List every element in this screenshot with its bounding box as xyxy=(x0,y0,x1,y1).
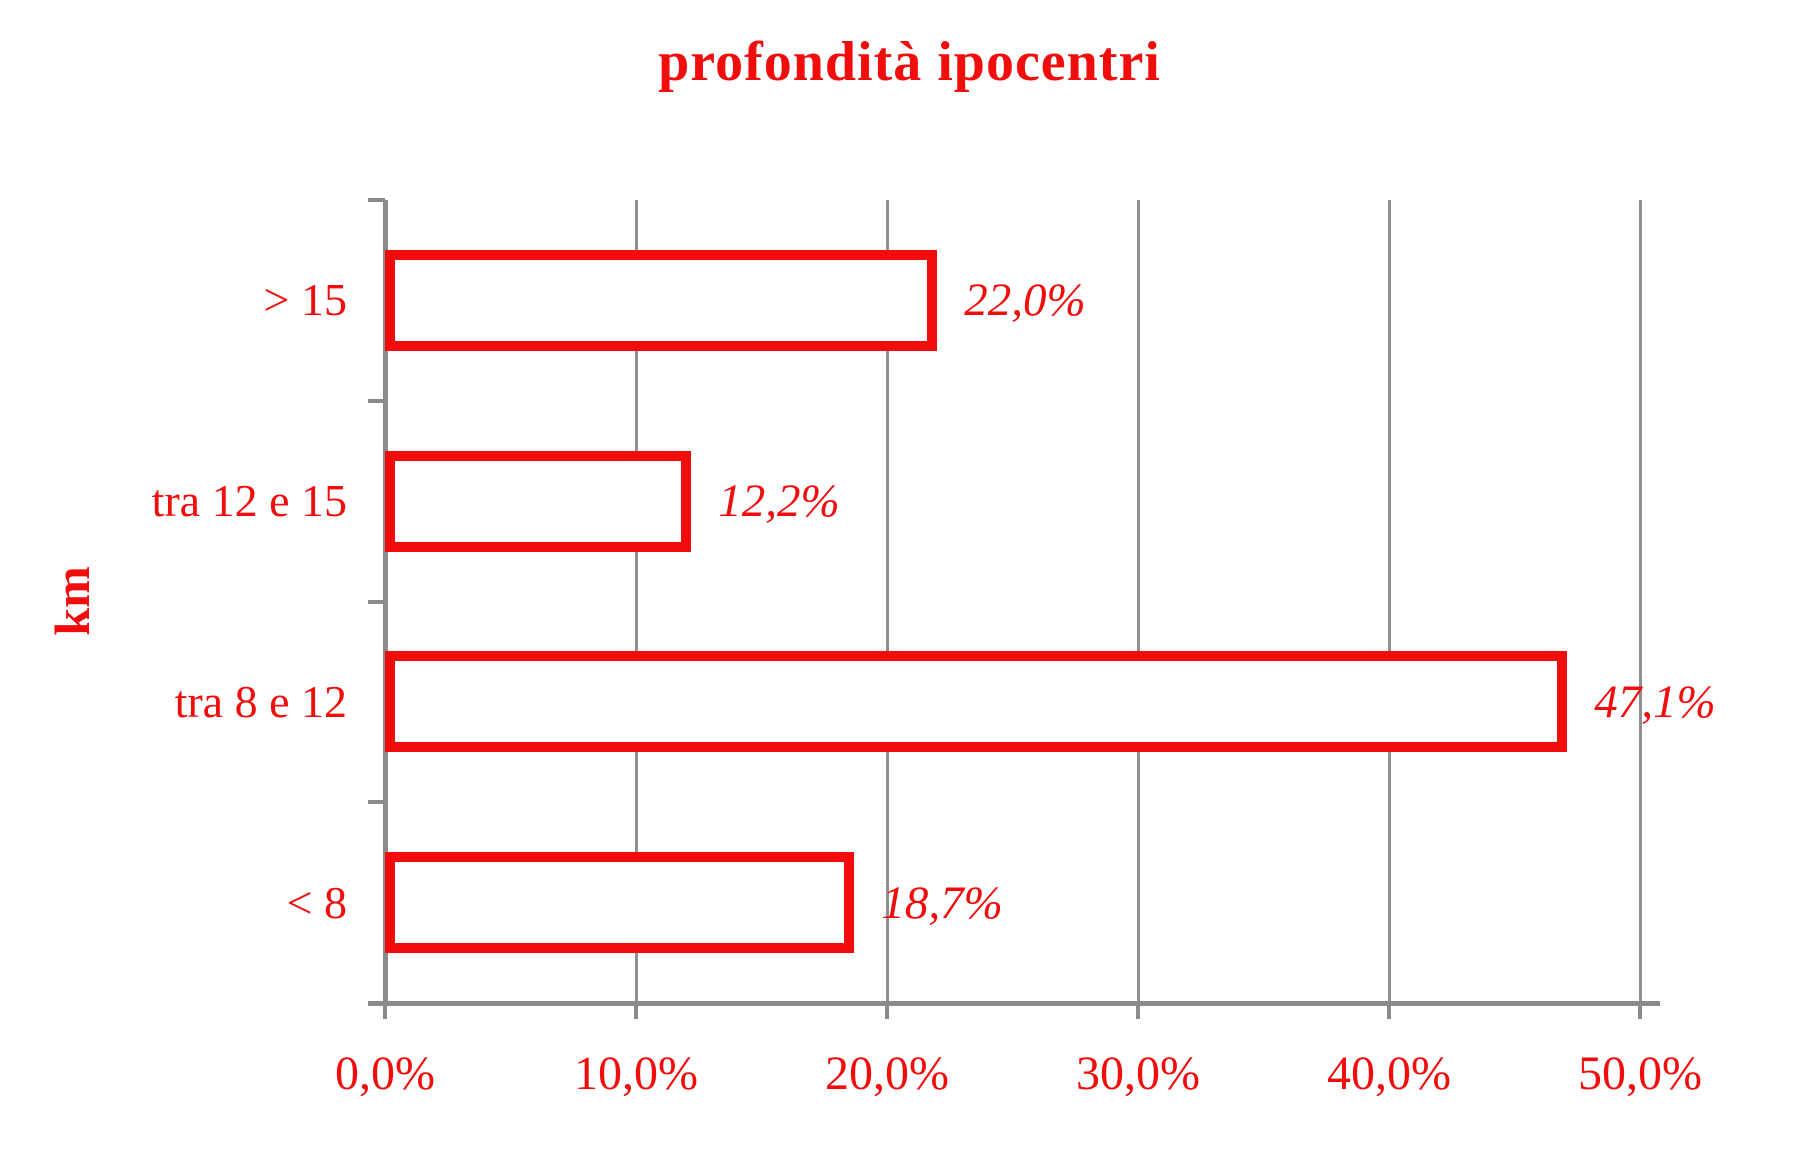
gridline xyxy=(885,200,889,1003)
y-axis-title: km xyxy=(44,566,100,636)
y-axis-tick xyxy=(368,398,385,403)
plot-area xyxy=(382,200,1642,1003)
y-axis-tick xyxy=(368,800,385,805)
bar xyxy=(385,450,692,552)
category-label: < 8 xyxy=(286,876,347,928)
x-axis-tick xyxy=(1638,1003,1642,1019)
value-label: 22,0% xyxy=(964,274,1086,327)
value-label: 47,1% xyxy=(1594,675,1716,728)
gridline xyxy=(1638,200,1642,1003)
x-tick-label: 10,0% xyxy=(574,1047,698,1100)
category-label: > 15 xyxy=(263,274,347,326)
gridline xyxy=(634,200,638,1003)
x-axis-tick xyxy=(1136,1003,1140,1019)
y-axis-tick xyxy=(368,599,385,604)
category-label: tra 8 e 12 xyxy=(174,675,347,727)
x-tick-label: 20,0% xyxy=(825,1047,949,1100)
y-axis-tick xyxy=(368,198,385,202)
category-label: tra 12 e 15 xyxy=(151,475,347,527)
x-axis-tick xyxy=(383,1003,387,1019)
x-tick-label: 0,0% xyxy=(335,1047,435,1100)
x-axis-line xyxy=(368,1001,1660,1006)
gridline xyxy=(1387,200,1391,1003)
bar xyxy=(385,852,855,954)
x-axis-tick xyxy=(634,1003,638,1019)
x-tick-label: 30,0% xyxy=(1076,1047,1200,1100)
bar xyxy=(385,249,938,351)
bar xyxy=(385,651,1568,753)
x-axis-tick xyxy=(885,1003,889,1019)
x-tick-label: 40,0% xyxy=(1327,1047,1451,1100)
chart-title: profondità ipocentri xyxy=(658,31,1161,93)
value-label: 12,2% xyxy=(718,475,840,528)
value-label: 18,7% xyxy=(881,876,1003,929)
gridline xyxy=(1136,200,1140,1003)
y-axis-line xyxy=(382,200,388,1003)
x-tick-label: 50,0% xyxy=(1578,1047,1702,1100)
x-axis-tick xyxy=(1387,1003,1391,1019)
